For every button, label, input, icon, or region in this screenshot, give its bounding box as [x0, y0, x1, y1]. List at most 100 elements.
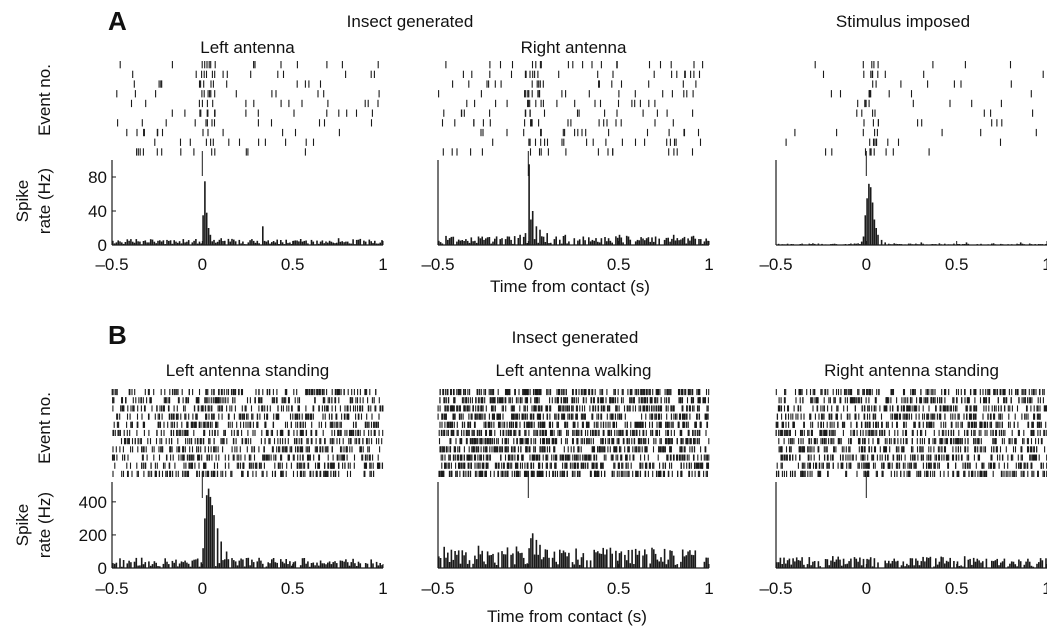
histogram-bar: [292, 240, 295, 246]
histogram-bar: [598, 553, 601, 568]
histogram-bar: [622, 242, 624, 245]
histogram-bar: [649, 563, 651, 568]
histogram-bar: [220, 541, 222, 568]
histogram-bar: [634, 548, 637, 568]
histogram-bar: [196, 558, 199, 568]
histogram-bar: [122, 560, 125, 568]
histogram-bar: [149, 565, 152, 568]
histogram-bar: [330, 241, 333, 245]
histogram-bar: [115, 562, 118, 568]
histogram-bar: [325, 564, 327, 568]
histogram-bar: [609, 547, 612, 568]
histogram-bar: [207, 488, 210, 568]
histogram-bar: [142, 241, 145, 245]
histogram-bar: [332, 562, 334, 568]
x-tick-label: 1: [1042, 255, 1047, 274]
panel-a-stimulus-title: Stimulus imposed: [836, 12, 970, 31]
histogram-bar: [443, 546, 445, 568]
histogram-bar: [247, 557, 250, 568]
histogram-bar: [459, 563, 462, 568]
histogram-bar: [227, 238, 230, 245]
histogram-bar: [548, 557, 550, 568]
histogram-bar: [112, 240, 114, 246]
histogram-bar: [562, 236, 565, 245]
histogram-bar: [334, 561, 336, 568]
histogram-bar: [860, 241, 863, 245]
histogram-bar: [160, 241, 163, 245]
histogram-bar: [133, 561, 136, 568]
histogram-bar: [907, 243, 910, 245]
histogram-bar: [310, 239, 313, 245]
histogram-bar: [263, 240, 266, 245]
histogram-bar: [526, 563, 529, 568]
histogram-bar: [665, 237, 668, 245]
histogram-bar: [625, 235, 628, 245]
histogram-bar: [609, 240, 612, 245]
histogram-bar: [600, 553, 603, 568]
histogram-bar: [490, 243, 492, 245]
histogram-bar: [953, 243, 955, 245]
subplot-title: Left antenna standing: [166, 361, 330, 380]
histogram-bar: [142, 564, 145, 568]
histogram-bar: [481, 236, 483, 245]
histogram-bar: [323, 563, 325, 568]
histogram-bar: [180, 243, 183, 245]
histogram-bar: [683, 236, 686, 245]
histogram-bar: [812, 243, 814, 245]
histogram-bar: [671, 550, 673, 568]
histogram-bar: [193, 559, 195, 568]
panel-a-rate-ylabel-line2: rate (Hz): [35, 168, 54, 234]
histogram-bar: [157, 566, 159, 568]
x-tick-label: –0.5: [759, 255, 792, 274]
histogram-bar: [658, 238, 660, 245]
histogram-bar: [674, 564, 677, 568]
histogram-bar: [452, 236, 455, 245]
histogram-bar: [857, 243, 859, 245]
histogram-bar: [463, 241, 465, 245]
histogram-bar: [593, 240, 595, 245]
histogram-bar: [346, 562, 349, 568]
histogram-bar: [808, 243, 811, 245]
histogram-bar: [372, 242, 374, 245]
histogram-bar: [375, 243, 378, 245]
histogram-bar: [438, 556, 440, 568]
histogram-bar: [159, 240, 161, 245]
histogram-bar: [629, 239, 632, 245]
histogram-bar: [801, 243, 803, 245]
histogram-bar: [562, 550, 565, 568]
histogram-bar: [555, 561, 557, 568]
histogram-bar: [252, 240, 255, 245]
histogram-bar: [155, 562, 157, 568]
histogram-bar: [607, 238, 610, 245]
histogram-bar: [922, 243, 924, 245]
histogram-bar: [133, 242, 136, 245]
histogram-bar: [597, 241, 599, 245]
y-tick-label: 400: [79, 493, 107, 512]
histogram-bar: [690, 554, 693, 568]
histogram-bar: [880, 239, 883, 245]
histogram-bar: [651, 547, 653, 568]
histogram-bar: [456, 241, 458, 245]
histogram-bar: [262, 226, 264, 245]
histogram-bar: [690, 236, 693, 245]
histogram-bar: [627, 550, 630, 568]
histogram-bar: [359, 238, 362, 245]
histogram-bar: [580, 557, 583, 568]
histogram-bar: [162, 563, 165, 568]
histogram-bar: [866, 198, 868, 246]
histogram-bar: [1021, 243, 1024, 245]
histogram-bar: [705, 557, 707, 568]
histogram-bar: [307, 243, 309, 245]
histogram-bar: [869, 187, 872, 245]
histogram-bar: [645, 554, 648, 568]
histogram-bar: [573, 238, 576, 245]
histogram-bar: [222, 241, 224, 245]
histogram-bar: [474, 240, 476, 246]
histogram-bar: [168, 564, 170, 568]
histogram-bar: [303, 240, 306, 245]
subplot-3: –0.5 0 0.5 1: [759, 61, 1047, 274]
histogram-bar: [457, 550, 460, 568]
histogram-bar: [528, 164, 530, 246]
histogram-bar: [137, 565, 139, 568]
histogram-bar: [515, 546, 518, 568]
